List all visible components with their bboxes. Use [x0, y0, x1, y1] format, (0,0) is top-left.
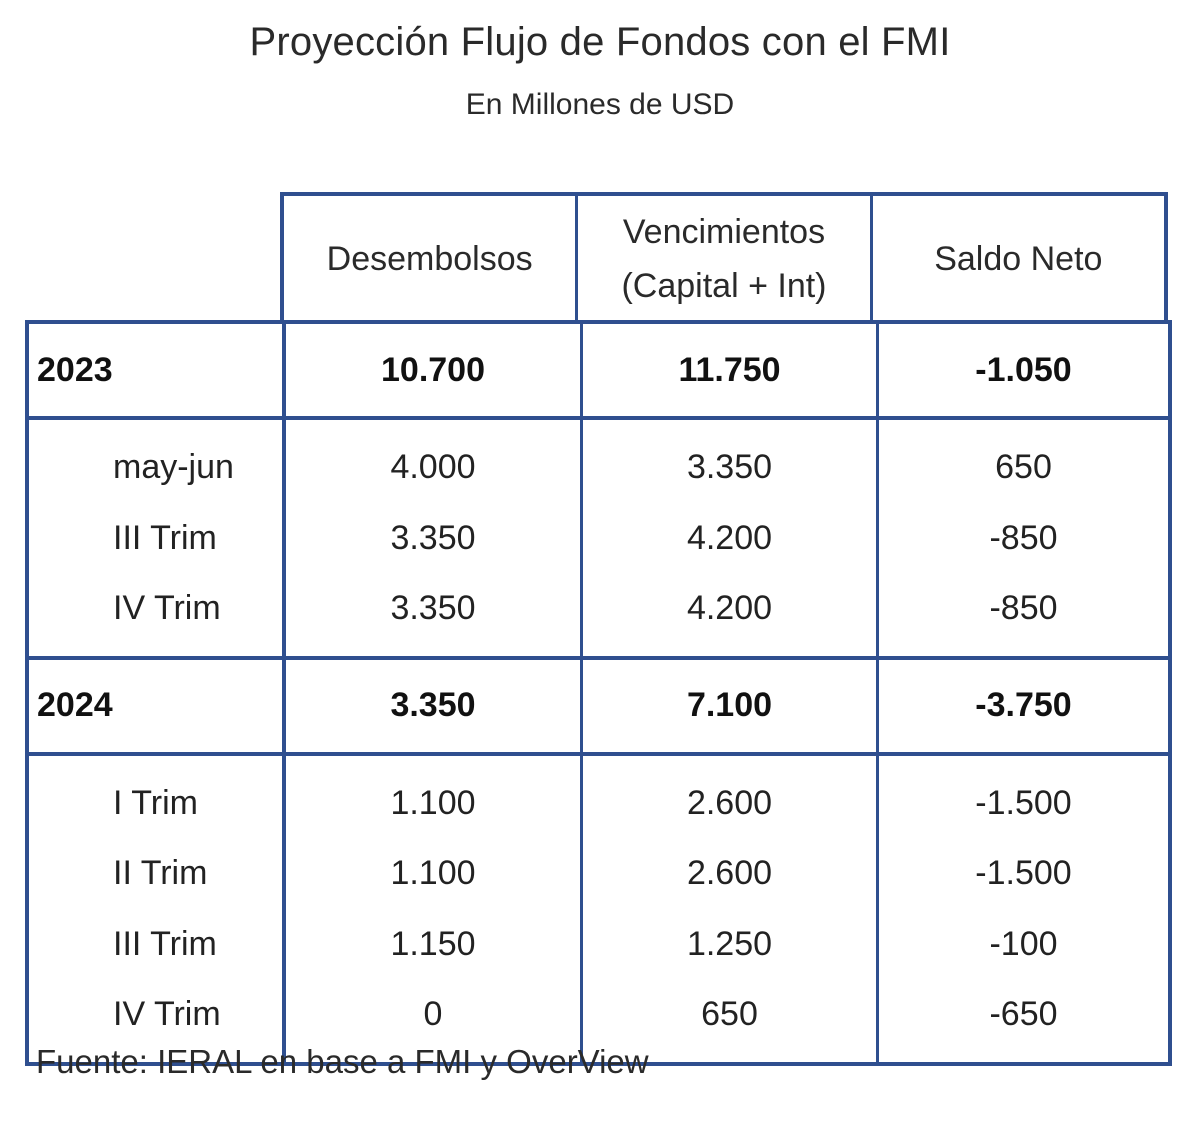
- period-vencimientos: 3.350: [686, 448, 773, 486]
- header-vencimientos-line1: Vencimientos: [622, 212, 826, 251]
- period-label: III Trim: [113, 518, 217, 557]
- period-saldo-neto: -850: [989, 589, 1058, 627]
- period-vencimientos-column: 2.600 2.600 1.250 650: [580, 755, 876, 1062]
- period-labels-column: may-jun III Trim IV Trim: [29, 420, 282, 656]
- period-saldo-neto: -650: [989, 995, 1058, 1033]
- period-desembolsos: 1.100: [390, 783, 476, 822]
- period-vencimientos: 2.600: [686, 783, 773, 822]
- period-saldo-neto: -100: [989, 924, 1058, 963]
- year-desembolsos: 10.700: [282, 324, 580, 416]
- period-saldo-neto: -850: [989, 518, 1058, 557]
- year-total-row-2023: 2023 10.700 11.750 -1.050: [29, 324, 1168, 416]
- period-desembolsos: 1.100: [390, 854, 476, 892]
- source-note: Fuente: IERAL en base a FMI y OverView: [36, 1043, 649, 1080]
- page-subtitle: En Millones de USD: [465, 88, 735, 121]
- period-saldo-neto-column: -1.500 -1.500 -100 -650: [876, 755, 1168, 1062]
- period-labels-column: I Trim II Trim III Trim IV Trim: [29, 756, 282, 1062]
- period-label: I Trim: [113, 783, 198, 822]
- period-vencimientos: 4.200: [686, 589, 773, 627]
- year-label: 2024: [37, 686, 113, 724]
- page-title: Proyección Flujo de Fondos con el FMI: [249, 20, 951, 64]
- period-desembolsos-column: 1.100 1.100 1.150 0: [282, 755, 580, 1062]
- year-saldo-neto: -1.050: [876, 324, 1168, 416]
- period-desembolsos-column: 4.000 3.350 3.350: [282, 420, 580, 656]
- period-vencimientos: 2.600: [686, 854, 773, 892]
- table-header: Desembolsos Vencimientos (Capital + Int)…: [280, 192, 1168, 322]
- period-desembolsos: 3.350: [390, 518, 476, 557]
- period-saldo-neto: -1.500: [975, 783, 1072, 822]
- header-vencimientos-line2: (Capital + Int): [621, 267, 827, 305]
- year-desembolsos: 3.350: [282, 659, 580, 752]
- period-saldo-neto: -1.500: [975, 854, 1072, 892]
- period-label: III Trim: [113, 924, 217, 963]
- period-desembolsos: 0: [423, 995, 443, 1033]
- period-desembolsos: 4.000: [390, 448, 476, 486]
- period-vencimientos-column: 3.350 4.200 4.200: [580, 420, 876, 656]
- year-vencimientos: 7.100: [580, 659, 876, 752]
- year-label: 2023: [37, 350, 113, 389]
- period-label: IV Trim: [113, 589, 221, 627]
- period-desembolsos: 3.350: [390, 589, 476, 627]
- period-label: II Trim: [113, 854, 208, 892]
- period-saldo-neto-column: 650 -850 -850: [876, 420, 1168, 656]
- period-desembolsos: 1.150: [390, 924, 476, 963]
- cash-flow-table: 2023 10.700 11.750 -1.050 may-jun III Tr…: [25, 320, 1172, 1066]
- period-vencimientos: 4.200: [686, 518, 773, 557]
- header-saldo-neto: Saldo Neto: [869, 196, 1164, 322]
- year-total-row-2024: 2024 3.350 7.100 -3.750: [29, 655, 1168, 752]
- period-group-2023: may-jun III Trim IV Trim 4.000 3.350 3.3…: [29, 416, 1168, 656]
- period-vencimientos: 650: [701, 995, 758, 1033]
- period-group-2024: I Trim II Trim III Trim IV Trim 1.100 1.…: [29, 751, 1168, 1062]
- period-saldo-neto: 650: [995, 448, 1052, 486]
- period-vencimientos: 1.250: [686, 924, 773, 963]
- year-vencimientos: 11.750: [580, 324, 876, 416]
- period-label: may-jun: [113, 448, 234, 486]
- header-desembolsos: Desembolsos: [326, 239, 533, 278]
- header-vencimientos: Vencimientos (Capital + Int): [575, 196, 869, 322]
- year-saldo-neto: -3.750: [876, 659, 1168, 752]
- period-label: IV Trim: [113, 995, 221, 1033]
